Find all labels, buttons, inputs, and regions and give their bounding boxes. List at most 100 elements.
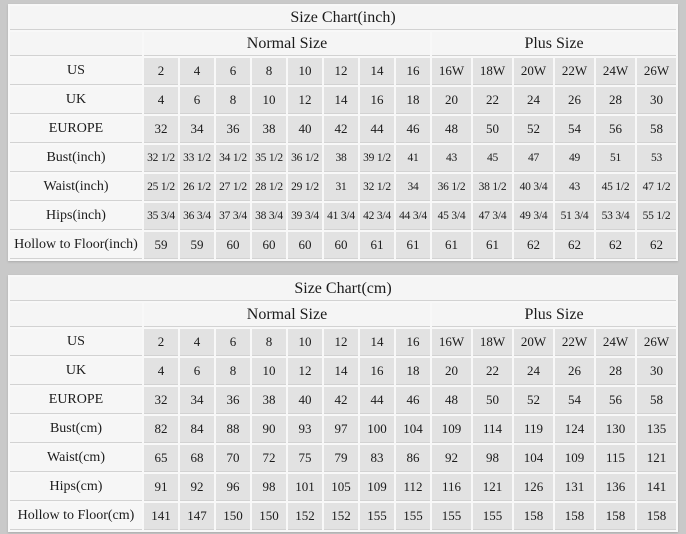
size-cell: 34 1/2 bbox=[216, 145, 250, 172]
size-cell: 92 bbox=[432, 445, 471, 472]
size-cell: 41 3/4 bbox=[324, 203, 358, 230]
size-cell: 8 bbox=[252, 329, 286, 356]
row-label: UK bbox=[10, 358, 142, 385]
size-cell: 115 bbox=[596, 445, 635, 472]
size-cell: 150 bbox=[252, 503, 286, 530]
size-cell: 26 1/2 bbox=[180, 174, 214, 201]
size-cell: 38 bbox=[324, 145, 358, 172]
table-row: Bust(inch) 32 1/2 33 1/2 34 1/2 35 1/2 36 1/2… bbox=[10, 145, 676, 172]
size-cell: 20W bbox=[514, 329, 553, 356]
table-row: Hips(inch) 35 3/4 36 3/4 37 3/4 38 3/4 39 3/4… bbox=[10, 203, 676, 230]
size-cell: 28 1/2 bbox=[252, 174, 286, 201]
size-cell: 109 bbox=[360, 474, 394, 501]
size-cell: 12 bbox=[288, 87, 322, 114]
size-cell: 39 3/4 bbox=[288, 203, 322, 230]
size-cell: 22 bbox=[473, 358, 512, 385]
size-cell: 26 bbox=[555, 358, 594, 385]
size-rows-cm: US 2 4 6 8 10 12 14 16 16W 18W 20W 22W 24W 26W UK 4 6 8 10 1… bbox=[10, 329, 676, 530]
table-row: Bust(cm) 82 84 88 90 93 97 100 104 109 114 119 124 13… bbox=[10, 416, 676, 443]
size-cell: 47 1/2 bbox=[637, 174, 676, 201]
size-cell: 68 bbox=[180, 445, 214, 472]
size-cell: 147 bbox=[180, 503, 214, 530]
size-cell: 32 1/2 bbox=[360, 174, 394, 201]
size-cell: 152 bbox=[288, 503, 322, 530]
size-cell: 158 bbox=[514, 503, 553, 530]
table-row: Hollow to Floor(inch) 59 59 60 60 60 60 61 61 61 6… bbox=[10, 232, 676, 259]
size-cell: 22 bbox=[473, 87, 512, 114]
size-cell: 20 bbox=[432, 358, 471, 385]
size-cell: 58 bbox=[637, 387, 676, 414]
size-cell: 16 bbox=[360, 87, 394, 114]
row-label: Bust(inch) bbox=[10, 145, 142, 172]
size-cell: 92 bbox=[180, 474, 214, 501]
size-cell: 86 bbox=[396, 445, 430, 472]
size-cell: 101 bbox=[288, 474, 322, 501]
size-cell: 37 3/4 bbox=[216, 203, 250, 230]
table-row: US 2 4 6 8 10 12 14 16 16W 18W 20W 22W 24W 26W bbox=[10, 58, 676, 85]
group-header-plus-size: Plus Size bbox=[432, 32, 676, 56]
table-row: UK 4 6 8 10 12 14 16 18 20 22 24 26 28 30 bbox=[10, 87, 676, 114]
size-cell: 8 bbox=[216, 87, 250, 114]
size-cell: 4 bbox=[180, 329, 214, 356]
row-label: US bbox=[10, 58, 142, 85]
size-cell: 38 bbox=[252, 116, 286, 143]
table-row: Hollow to Floor(cm) 141 147 150 150 152 152 155… bbox=[10, 503, 676, 530]
size-cell: 45 bbox=[473, 145, 512, 172]
size-rows-inch: US 2 4 6 8 10 12 14 16 16W 18W 20W 22W 24W 26W UK 4 6 8 10 1… bbox=[10, 58, 676, 259]
size-cell: 30 bbox=[637, 87, 676, 114]
size-cell: 51 bbox=[596, 145, 635, 172]
size-cell: 8 bbox=[252, 58, 286, 85]
size-cell: 27 1/2 bbox=[216, 174, 250, 201]
size-cell: 58 bbox=[637, 116, 676, 143]
size-cell: 100 bbox=[360, 416, 394, 443]
size-cell: 38 1/2 bbox=[473, 174, 512, 201]
size-cell: 6 bbox=[216, 58, 250, 85]
size-cell: 60 bbox=[324, 232, 358, 259]
table-row: Waist(inch) 25 1/2 26 1/2 27 1/2 28 1/2 29 1/… bbox=[10, 174, 676, 201]
size-cell: 43 bbox=[432, 145, 471, 172]
row-label: EUROPE bbox=[10, 116, 142, 143]
size-cell: 105 bbox=[324, 474, 358, 501]
size-cell: 16 bbox=[396, 58, 430, 85]
size-cell: 109 bbox=[555, 445, 594, 472]
table-row: EUROPE 32 34 36 38 40 42 44 46 48 50 52 54 56 58 bbox=[10, 387, 676, 414]
size-cell: 31 bbox=[324, 174, 358, 201]
size-cell: 35 3/4 bbox=[144, 203, 178, 230]
size-cell: 8 bbox=[216, 358, 250, 385]
size-cell: 35 1/2 bbox=[252, 145, 286, 172]
size-cell: 22W bbox=[555, 329, 594, 356]
row-label: Hollow to Floor(cm) bbox=[10, 503, 142, 530]
size-cell: 25 1/2 bbox=[144, 174, 178, 201]
size-cell: 72 bbox=[252, 445, 286, 472]
size-cell: 54 bbox=[555, 387, 594, 414]
size-chart-inch-table: Size Chart(inch) Normal Size Plus Size U… bbox=[8, 4, 678, 261]
table-row: Waist(cm) 65 68 70 72 75 79 83 86 92 98 104 109 115 12… bbox=[10, 445, 676, 472]
size-cell: 16W bbox=[432, 329, 471, 356]
size-cell: 91 bbox=[144, 474, 178, 501]
size-cell: 40 3/4 bbox=[514, 174, 553, 201]
size-cell: 158 bbox=[596, 503, 635, 530]
size-cell: 14 bbox=[324, 358, 358, 385]
size-cell: 2 bbox=[144, 58, 178, 85]
size-cell: 16W bbox=[432, 58, 471, 85]
size-cell: 20 bbox=[432, 87, 471, 114]
size-cell: 96 bbox=[216, 474, 250, 501]
size-cell: 10 bbox=[288, 58, 322, 85]
size-cell: 32 bbox=[144, 116, 178, 143]
size-cell: 98 bbox=[473, 445, 512, 472]
size-cell: 4 bbox=[144, 87, 178, 114]
size-cell: 59 bbox=[180, 232, 214, 259]
size-cell: 47 3/4 bbox=[473, 203, 512, 230]
size-cell: 26W bbox=[637, 58, 676, 85]
size-cell: 61 bbox=[432, 232, 471, 259]
size-cell: 131 bbox=[555, 474, 594, 501]
size-cell: 104 bbox=[396, 416, 430, 443]
table-title-row: Size Chart(inch) bbox=[10, 6, 676, 30]
size-cell: 38 bbox=[252, 387, 286, 414]
size-cell: 10 bbox=[252, 358, 286, 385]
column-group-row: Normal Size Plus Size bbox=[10, 303, 676, 327]
size-cell: 10 bbox=[288, 329, 322, 356]
size-cell: 48 bbox=[432, 116, 471, 143]
size-cell: 60 bbox=[288, 232, 322, 259]
size-cell: 84 bbox=[180, 416, 214, 443]
